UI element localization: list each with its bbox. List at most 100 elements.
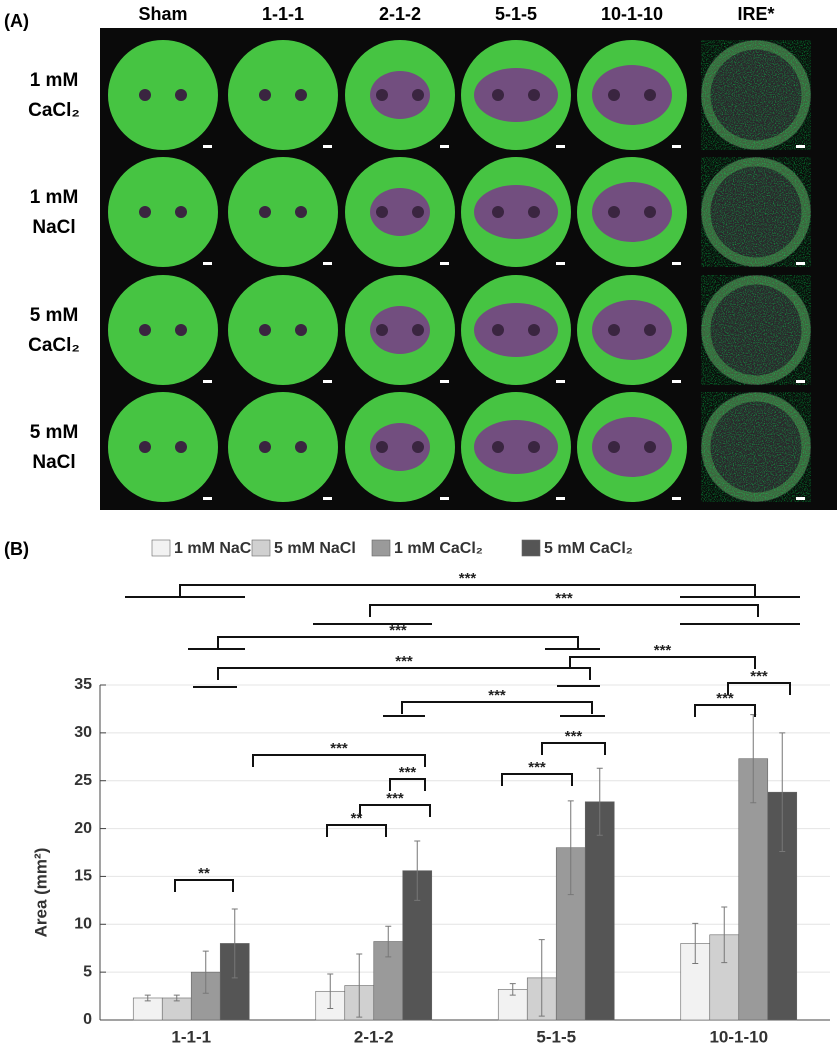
significance-label: ** <box>198 865 210 882</box>
significance-bracket <box>179 584 756 597</box>
scale-bar <box>203 497 212 500</box>
sample-texture <box>228 157 338 267</box>
error-bar <box>692 922 699 965</box>
electrode <box>259 324 271 336</box>
significance-bracket <box>217 636 579 649</box>
electrode <box>295 206 307 218</box>
electrode <box>139 441 151 453</box>
y-tick-label: 15 <box>74 868 92 885</box>
electrode <box>175 324 187 336</box>
legend-label: 1 mM NaCl <box>174 540 256 557</box>
significance-bracket <box>389 778 426 791</box>
scale-bar <box>323 145 332 148</box>
y-tick-label: 25 <box>74 772 92 789</box>
scale-bar <box>556 380 565 383</box>
legend-swatch <box>371 539 391 557</box>
electrode <box>528 324 540 336</box>
speckle-texture <box>701 392 811 502</box>
column-label: Sham <box>138 4 187 24</box>
significance-bracket <box>326 824 387 837</box>
significance-label: *** <box>654 642 672 659</box>
y-tick-label: 35 <box>74 676 92 693</box>
speckle-texture <box>701 275 811 385</box>
error-bar <box>231 908 238 979</box>
scale-bar <box>672 145 681 148</box>
legend-swatch <box>151 539 171 557</box>
row-label: 1 mM <box>30 187 79 208</box>
sample-texture <box>108 40 218 150</box>
legend-label: 1 mM CaCl₂ <box>394 540 483 557</box>
electrode <box>608 89 620 101</box>
error-bar <box>538 939 545 1017</box>
electrode <box>295 324 307 336</box>
ablation-zone <box>474 420 558 474</box>
bar <box>584 801 615 1021</box>
electrode <box>295 89 307 101</box>
column-label: 2-1-2 <box>379 4 421 24</box>
row-label: 5 mM <box>30 422 79 443</box>
electrode <box>528 206 540 218</box>
significance-label: *** <box>488 687 506 704</box>
electrode <box>492 441 504 453</box>
panel-label: (A) <box>4 11 29 31</box>
electrode <box>492 206 504 218</box>
legend-swatch <box>251 539 271 557</box>
electrode <box>412 324 424 336</box>
row-label: NaCl <box>32 452 75 473</box>
significance-bracket <box>174 879 234 892</box>
x-tick-label: 2-1-2 <box>354 1027 394 1046</box>
sample-disk <box>228 157 338 267</box>
electrode <box>259 89 271 101</box>
electrode <box>412 89 424 101</box>
sample-disk <box>108 157 218 267</box>
significance-label: *** <box>750 668 768 685</box>
scale-bar <box>672 380 681 383</box>
sample-texture <box>108 392 218 502</box>
x-tick-label: 10-1-10 <box>709 1027 768 1046</box>
significance-bracket <box>501 773 573 786</box>
scale-bar <box>672 262 681 265</box>
sample-texture <box>228 40 338 150</box>
electrode <box>175 441 187 453</box>
sample-disk <box>228 392 338 502</box>
scale-bar <box>440 145 449 148</box>
ablation-zone <box>592 300 672 360</box>
sample-texture <box>228 275 338 385</box>
scale-bar <box>796 380 805 383</box>
electrode <box>608 441 620 453</box>
error-bar <box>779 732 786 853</box>
legend-label: 5 mM NaCl <box>274 540 356 557</box>
speckle-texture <box>701 157 811 267</box>
error-bar <box>202 950 209 994</box>
scale-bar <box>796 145 805 148</box>
significance-label: ** <box>351 810 363 827</box>
electrode <box>412 206 424 218</box>
significance-bracket <box>369 604 759 617</box>
row-label: 5 mM <box>30 305 79 326</box>
significance-label: *** <box>389 622 407 639</box>
row-label: NaCl <box>32 217 75 238</box>
scale-bar <box>323 380 332 383</box>
scale-bar <box>672 497 681 500</box>
ablation-zone <box>370 188 430 236</box>
electrode <box>608 324 620 336</box>
scale-bar <box>203 380 212 383</box>
error-bar <box>414 840 421 901</box>
electrode <box>644 324 656 336</box>
scale-bar <box>440 497 449 500</box>
sample-texture <box>108 157 218 267</box>
electrode <box>528 89 540 101</box>
y-tick-label: 20 <box>74 820 92 837</box>
sample-texture <box>108 275 218 385</box>
ablation-zone <box>592 65 672 125</box>
error-bar <box>327 973 334 1010</box>
significance-bracket <box>541 742 606 755</box>
error-bar <box>356 953 363 1018</box>
error-bar <box>173 994 180 1002</box>
significance-label: *** <box>716 690 734 707</box>
y-tick-label: 0 <box>83 1011 92 1028</box>
scale-bar <box>796 262 805 265</box>
error-bar <box>385 925 392 958</box>
row-label: 1 mM <box>30 70 79 91</box>
